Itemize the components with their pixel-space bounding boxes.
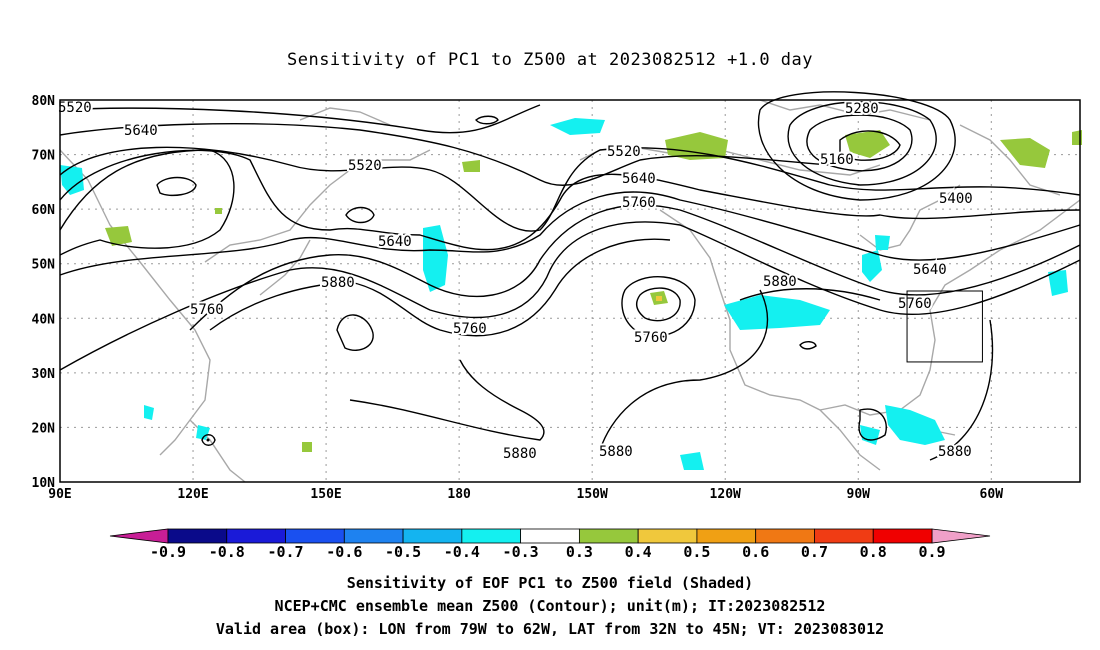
- latitude-tick-labels: 80N 70N 60N 50N 40N 30N 20N 10N: [32, 94, 56, 491]
- colorbar-tick-label: -0.9: [150, 543, 186, 561]
- contour-label: 5880: [503, 446, 537, 462]
- colorbar-high-arrow: [931, 528, 991, 544]
- colorbar-swatch: [520, 528, 580, 544]
- colorbar-tick-label: 0.7: [801, 543, 828, 561]
- colorbar-tick-label: 0.6: [742, 543, 769, 561]
- colorbar-tick-label: -0.6: [326, 543, 362, 561]
- lat-tick-label: 50N: [32, 258, 56, 273]
- colorbar-tick-label: 0.9: [918, 543, 945, 561]
- contour-label: 5520: [58, 100, 92, 116]
- colorbar-tick-label: 0.8: [860, 543, 887, 561]
- z500-contours: [59, 91, 1081, 461]
- contour-label: 5640: [913, 262, 947, 278]
- lat-tick-label: 30N: [32, 367, 56, 382]
- footer-shading-caption: Sensitivity of EOF PC1 to Z500 field (Sh…: [346, 574, 754, 592]
- contour-label: 5280: [845, 101, 879, 117]
- lon-tick-label: 60W: [980, 487, 1004, 502]
- contour-label: 5760: [634, 330, 668, 346]
- contour-label: 5640: [622, 171, 656, 187]
- contour-label: 5880: [763, 274, 797, 290]
- lon-tick-label: 150E: [310, 487, 341, 502]
- colorbar-tick-label: -0.5: [385, 543, 421, 561]
- lat-tick-label: 60N: [32, 203, 56, 218]
- footer-contour-caption: NCEP+CMC ensemble mean Z500 (Contour); u…: [274, 597, 826, 615]
- lon-tick-label: 150W: [577, 487, 608, 502]
- colorbar-tick-label: 0.3: [566, 543, 593, 561]
- colorbar-swatch: [814, 528, 874, 544]
- footer-valid-area-caption: Valid area (box): LON from 79W to 62W, L…: [215, 620, 885, 638]
- lon-tick-label: 90E: [48, 487, 71, 502]
- lat-tick-label: 80N: [32, 94, 56, 109]
- colorbar-swatch: [637, 528, 698, 544]
- map-frame: [59, 99, 1081, 483]
- contour-label: 5760: [622, 195, 656, 211]
- colorbar: [109, 528, 991, 544]
- lon-tick-label: 120E: [177, 487, 208, 502]
- colorbar-tick-label: 0.5: [683, 543, 710, 561]
- contour-label: 5520: [348, 158, 382, 174]
- contour-label: 5760: [190, 302, 224, 318]
- contour-label: 5760: [453, 321, 487, 337]
- contour-label: 5400: [939, 191, 973, 207]
- lon-tick-label: 90W: [847, 487, 871, 502]
- page-title: Sensitivity of PC1 to Z500 at 2023082512…: [286, 50, 813, 70]
- colorbar-swatch: [285, 528, 345, 544]
- lon-tick-label: 180: [447, 487, 471, 502]
- colorbar-low-arrow: [109, 528, 169, 544]
- colorbar-labels: -0.9 -0.8 -0.7 -0.6 -0.5 -0.4 -0.3 0.3 0.4 0.5 0.6…: [150, 543, 946, 561]
- lat-tick-label: 20N: [32, 421, 56, 436]
- colorbar-swatch: [402, 528, 463, 544]
- colorbar-tick-label: 0.4: [625, 543, 652, 561]
- lat-tick-label: 70N: [32, 149, 56, 164]
- colorbar-swatch: [343, 528, 404, 544]
- colorbar-swatch: [696, 528, 757, 544]
- colorbar-swatch: [461, 528, 522, 544]
- colorbar-tick-label: -0.7: [267, 543, 303, 561]
- contour-label: 5880: [938, 444, 972, 460]
- valid-area-box: [906, 290, 983, 363]
- contour-label: 5760: [898, 296, 932, 312]
- colorbar-tick-label: -0.4: [444, 543, 480, 561]
- colorbar-swatch: [578, 528, 639, 544]
- contour-label: 5880: [321, 275, 355, 291]
- lon-tick-label: 120W: [710, 487, 741, 502]
- contour-label: 5640: [124, 123, 158, 139]
- contour-label: 5640: [378, 234, 412, 250]
- colorbar-tick-label: -0.3: [503, 543, 539, 561]
- lat-tick-label: 40N: [32, 312, 56, 327]
- colorbar-swatch: [226, 528, 286, 544]
- contour-label: 5520: [607, 144, 641, 160]
- colorbar-swatch: [872, 528, 933, 544]
- contour-label: 5160: [820, 152, 854, 168]
- contour-label: 5880: [599, 444, 633, 460]
- longitude-tick-labels: 90E 120E 150E 180 150W 120W 90W 60W: [48, 487, 1003, 502]
- contour-labels: 5520 5640 5520 5640 5880 5760 5760 5520 …: [56, 98, 975, 464]
- lat-tick-label: 10N: [32, 476, 56, 491]
- colorbar-tick-label: -0.8: [209, 543, 245, 561]
- contour-center-dot: [206, 438, 210, 442]
- colorbar-swatch: [167, 528, 228, 544]
- colorbar-swatch: [755, 528, 815, 544]
